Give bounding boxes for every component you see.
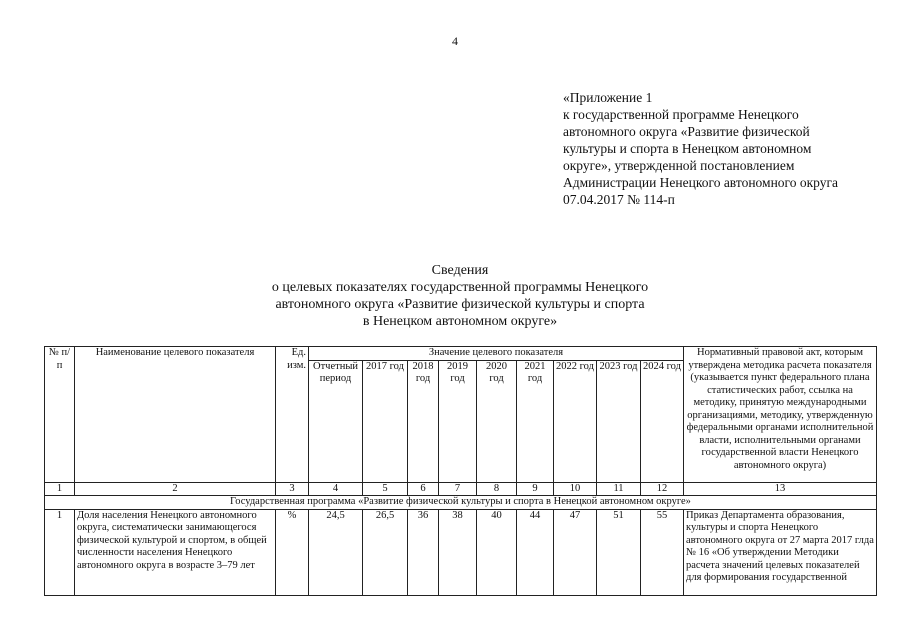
appendix-note: «Приложение 1 к государственной программ…	[563, 89, 893, 208]
column-number: 10	[553, 481, 597, 496]
appendix-line: автономного округа «Развитие физической	[563, 124, 810, 139]
column-number: 6	[407, 481, 439, 496]
appendix-line: 07.04.2017 № 114-п	[563, 192, 675, 207]
header-period: 2023 год	[596, 359, 641, 483]
row-value: 40	[476, 508, 517, 596]
header-period: 2022 год	[553, 359, 597, 483]
column-number: 8	[476, 481, 517, 496]
row-value: 36	[407, 508, 439, 596]
column-number: 4	[308, 481, 363, 496]
row-name: Доля населения Ненецкого автономного окр…	[74, 508, 276, 596]
column-number: 11	[596, 481, 641, 496]
row-value: 51	[596, 508, 641, 596]
row-value: 47	[553, 508, 597, 596]
column-number: 7	[438, 481, 477, 496]
column-number: 5	[362, 481, 408, 496]
column-number: 13	[683, 481, 877, 496]
page-number: 4	[452, 34, 458, 48]
appendix-line: «Приложение 1	[563, 90, 653, 105]
column-number: 2	[74, 481, 276, 496]
header-period: 2021 год	[516, 359, 554, 483]
title-line: о целевых показателях государственной пр…	[271, 280, 649, 295]
header-period: 2018 год	[407, 359, 439, 483]
table-row: 1 Доля населения Ненецкого автономного о…	[44, 508, 877, 596]
header-name: Наименование целевого показателя	[74, 346, 276, 483]
row-value: 24,5	[308, 508, 363, 596]
section-row: Государственная программа «Развитие физи…	[44, 495, 877, 510]
title-line: автономного округа «Развитие физической …	[275, 297, 645, 312]
indicators-table: № п/п Наименование целевого показателя Е…	[44, 346, 877, 596]
header-period: 2017 год	[362, 359, 408, 483]
row-value: 26,5	[362, 508, 408, 596]
header-unit: Ед. изм.	[275, 346, 309, 483]
header-period: 2024 год	[640, 359, 684, 483]
column-number: 3	[275, 481, 309, 496]
row-unit: %	[275, 508, 309, 596]
row-act: Приказ Департамента образования, культур…	[683, 508, 877, 596]
column-number: 1	[44, 481, 75, 496]
row-value: 38	[438, 508, 477, 596]
title-line: Сведения	[431, 263, 489, 278]
header-value-group: Значение целевого показателя	[308, 346, 684, 361]
column-number: 12	[640, 481, 684, 496]
appendix-line: культуры и спорта в Ненецком автономном	[563, 141, 812, 156]
title-line: в Ненецком автономном округе»	[362, 314, 558, 329]
appendix-line: округе», утвержденной постановлением	[563, 158, 795, 173]
header-period: Отчетный период	[308, 359, 363, 483]
row-value: 44	[516, 508, 554, 596]
appendix-line: Администрации Ненецкого автономного окру…	[563, 175, 839, 190]
header-num: № п/п	[44, 346, 75, 483]
header-period: 2020 год	[476, 359, 517, 483]
header-period: 2019 год	[438, 359, 477, 483]
appendix-line: к государственной программе Ненецкого	[563, 107, 799, 122]
row-value: 55	[640, 508, 684, 596]
row-num: 1	[44, 508, 75, 596]
column-number: 9	[516, 481, 554, 496]
header-act: Нормативный правовой акт, которым утверж…	[683, 346, 877, 483]
document-title: Сведения о целевых показателях государст…	[200, 262, 720, 330]
column-numbers-row: 1 2 3 4 5 6 7 8 9 10 11 12 13	[44, 481, 877, 496]
